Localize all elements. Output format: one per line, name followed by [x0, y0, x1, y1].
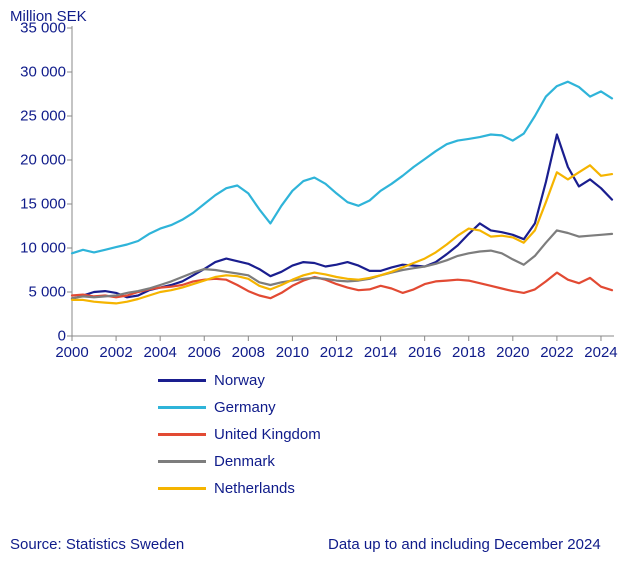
x-tick-label: 2010 — [276, 344, 309, 361]
x-tick-label: 2008 — [232, 344, 265, 361]
x-tick-label: 2012 — [320, 344, 353, 361]
legend-swatch — [158, 460, 206, 463]
y-tick-label: 25 000 — [6, 108, 66, 125]
legend-label: United Kingdom — [214, 426, 321, 443]
legend-item-united-kingdom: United Kingdom — [158, 426, 321, 443]
legend-item-norway: Norway — [158, 372, 265, 389]
x-tick-label: 2022 — [540, 344, 573, 361]
legend-swatch — [158, 487, 206, 490]
chart-source: Source: Statistics Sweden — [10, 536, 184, 553]
legend-swatch — [158, 433, 206, 436]
series-norway — [72, 135, 612, 300]
y-tick-label: 30 000 — [6, 64, 66, 81]
x-tick-label: 2024 — [584, 344, 617, 361]
x-tick-label: 2016 — [408, 344, 441, 361]
y-tick-label: 15 000 — [6, 196, 66, 213]
x-tick-label: 2004 — [143, 344, 176, 361]
legend-swatch — [158, 379, 206, 382]
y-tick-label: 35 000 — [6, 20, 66, 37]
x-tick-label: 2002 — [99, 344, 132, 361]
chart-container: Million SEK Source: Statistics Sweden Da… — [0, 0, 635, 562]
x-tick-label: 2000 — [55, 344, 88, 361]
y-tick-label: 0 — [6, 328, 66, 345]
x-tick-label: 2020 — [496, 344, 529, 361]
x-tick-label: 2014 — [364, 344, 397, 361]
x-tick-label: 2006 — [188, 344, 221, 361]
legend-label: Netherlands — [214, 480, 295, 497]
legend-label: Denmark — [214, 453, 275, 470]
legend-label: Germany — [214, 399, 276, 416]
legend-item-netherlands: Netherlands — [158, 480, 295, 497]
series-netherlands — [72, 165, 612, 303]
legend-item-denmark: Denmark — [158, 453, 275, 470]
legend-swatch — [158, 406, 206, 409]
legend-label: Norway — [214, 372, 265, 389]
y-tick-label: 10 000 — [6, 240, 66, 257]
y-tick-label: 20 000 — [6, 152, 66, 169]
chart-data-note: Data up to and including December 2024 — [328, 536, 601, 553]
legend-item-germany: Germany — [158, 399, 276, 416]
line-chart-svg — [0, 0, 635, 562]
x-tick-label: 2018 — [452, 344, 485, 361]
y-tick-label: 5 000 — [6, 284, 66, 301]
